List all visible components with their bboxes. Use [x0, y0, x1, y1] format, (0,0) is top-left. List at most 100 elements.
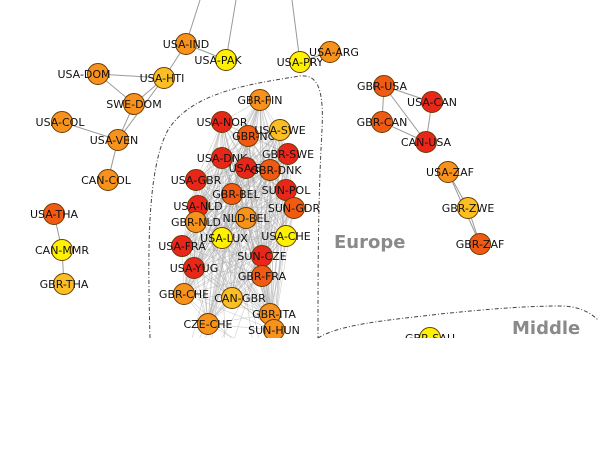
- edge: [231, 189, 287, 299]
- node-label: SUN-CZE: [237, 250, 286, 263]
- node-gbr-fra: GBR-FRA: [238, 265, 287, 287]
- node-label: CAN-GBR: [214, 292, 266, 305]
- node-label: USA-HTI: [140, 72, 185, 85]
- edge: [245, 167, 287, 237]
- edge: [195, 221, 287, 237]
- node-label: SUN-GDR: [268, 202, 321, 215]
- edge: [195, 179, 295, 209]
- node-circle: [215, 49, 237, 71]
- node-circle: [421, 91, 443, 113]
- node-circle: [53, 273, 75, 295]
- node-gbr-zaf: GBR-ZAF: [456, 233, 505, 255]
- node-usa-zaf: USA-ZAF: [426, 161, 474, 183]
- node-circle: [175, 33, 197, 55]
- node-label: USA-GBR: [171, 174, 222, 187]
- edge: [207, 169, 271, 325]
- node-gbr-sau: GBR-SAU: [405, 327, 455, 345]
- node-usa-tha: USA-THA: [30, 203, 78, 225]
- edge: [181, 179, 197, 247]
- edge: [207, 323, 275, 331]
- node-label: CZE-CHE: [183, 318, 232, 331]
- edge: [269, 235, 287, 315]
- edge: [269, 169, 275, 331]
- node-label: USA-COL: [36, 116, 86, 129]
- node-usa-swe: USA-SWE: [254, 119, 306, 141]
- edge: [259, 99, 287, 191]
- node-usa-dnk: USA-DNK: [197, 147, 248, 169]
- node-usa-ven: USA-VEN: [90, 129, 138, 151]
- node-circle: [185, 211, 207, 233]
- edge: [195, 179, 287, 237]
- edge: [183, 207, 295, 295]
- node-label: USA-FRA: [158, 240, 206, 253]
- node-label: USA-IND: [163, 38, 209, 51]
- edge: [195, 169, 271, 181]
- edge: [183, 217, 247, 295]
- edge: [181, 169, 271, 247]
- edge: [221, 153, 289, 159]
- node-usa-ind: USA-IND: [163, 33, 209, 55]
- node-cze-che: CZE-CHE: [183, 313, 233, 335]
- edge: [221, 129, 281, 239]
- edge: [193, 255, 263, 269]
- node-circle: [211, 147, 233, 169]
- edge: [261, 189, 287, 257]
- node-usa-col: USA-COL: [36, 111, 86, 133]
- edge: [183, 275, 263, 295]
- edge: [195, 179, 287, 191]
- node-label: USA-NOR: [196, 116, 247, 129]
- node-gbr-fin: GBR-FIN: [237, 89, 283, 111]
- node-circle: [437, 161, 459, 183]
- node-label: USA-NLD: [173, 200, 222, 213]
- node-label: USA-CHE: [261, 230, 310, 243]
- edge: [181, 207, 295, 247]
- node-circle: [183, 257, 205, 279]
- node-label: CAN-COL: [81, 174, 132, 187]
- node-gbr-zwe: GBR-ZWE: [442, 197, 494, 219]
- node-usa-nld: USA-NLD: [173, 195, 223, 217]
- node-label: SUN-POL: [262, 184, 312, 197]
- edge: [181, 245, 263, 277]
- node-label: NLD-BEL: [222, 212, 270, 225]
- middle-region-outline: [317, 305, 599, 339]
- node-can-mmr: CAN-MMR: [35, 239, 89, 261]
- node-circle: [171, 235, 193, 257]
- node-label: GBR-NLD: [171, 216, 221, 229]
- node-label: USA-ARG: [309, 46, 359, 59]
- node-label: GBR-CAN: [357, 116, 408, 129]
- node-swe-dom: SWE-DOM: [106, 93, 162, 115]
- node-usa-arg: USA-ARG: [309, 41, 359, 63]
- node-circle: [235, 157, 257, 179]
- node-gbr-che: GBR-CHE: [159, 283, 209, 305]
- node-label: GBR-FIN: [237, 94, 282, 107]
- node-gbr-bel: GBR-BEL: [212, 183, 261, 205]
- node-label: GBR-BEL: [212, 188, 260, 201]
- edge: [221, 121, 263, 257]
- edge: [231, 167, 247, 299]
- node-circle: [211, 227, 233, 249]
- node-label: GBR-DNK: [250, 164, 302, 177]
- node-gbr-tha: GBR-THA: [40, 273, 89, 295]
- node-circle: [235, 207, 257, 229]
- node-label: GBR-ZAF: [456, 238, 505, 251]
- edge: [181, 167, 247, 247]
- node-label: CAN-MMR: [35, 244, 89, 257]
- node-gbr-dnk: GBR-DNK: [250, 159, 302, 181]
- node-label: USA-THA: [30, 208, 78, 221]
- node-circle: [123, 93, 145, 115]
- node-can-gbr: CAN-GBR: [214, 287, 266, 309]
- edge: [195, 99, 261, 181]
- node-usa-nor: USA-NOR: [196, 111, 248, 133]
- node-label: GBR-CHE: [159, 288, 209, 301]
- node-circle: [283, 197, 305, 219]
- node-usa-pry: USA-PRY: [277, 51, 324, 73]
- edge: [231, 129, 281, 195]
- edge: [193, 207, 295, 269]
- node-label: GBR-SAU: [405, 332, 455, 345]
- node-usa-dom: USA-DOM: [57, 63, 111, 85]
- node-usa-lux: USA-LUX: [200, 227, 248, 249]
- node-label: GBR-THA: [40, 278, 89, 291]
- node-circle: [275, 225, 297, 247]
